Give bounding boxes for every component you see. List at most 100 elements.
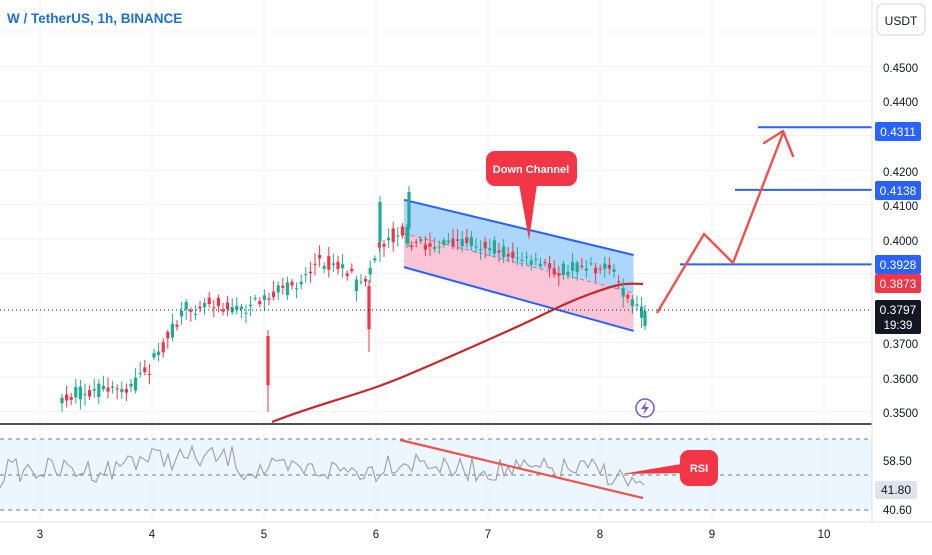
last-price-text: 0.3797 — [880, 303, 917, 317]
candle-body — [446, 240, 450, 243]
price-badge-target-low[interactable]: 0.3928 — [875, 255, 921, 274]
rsi-callout: RSI — [622, 450, 718, 486]
rsi-pane — [0, 438, 872, 511]
candle-body — [285, 282, 289, 296]
candle-body — [442, 240, 446, 245]
time-tick: 9 — [709, 529, 715, 541]
price-badge-text: 0.4311 — [880, 125, 916, 139]
candle-body — [69, 396, 73, 400]
time-tick: 8 — [597, 529, 603, 541]
projection — [655, 129, 795, 314]
price-tick: 0.4000 — [883, 236, 918, 248]
candle-body — [407, 192, 411, 229]
candle-body — [267, 298, 271, 300]
candle-body — [433, 246, 437, 249]
candle-body — [253, 297, 257, 299]
candle-body — [78, 386, 82, 400]
candle-body — [318, 255, 322, 259]
candle-body — [198, 306, 202, 309]
price-grid — [0, 0, 872, 522]
down-channel-callout: Down Channel — [486, 151, 577, 240]
candle-body — [143, 367, 147, 373]
candle-body — [423, 244, 427, 250]
candle-body — [322, 266, 326, 269]
time-tick: 10 — [818, 529, 831, 541]
candle-body — [635, 304, 639, 306]
candle-body — [617, 281, 621, 283]
candle-body — [483, 241, 487, 249]
countdown-text: 19:39 — [884, 320, 913, 332]
candle-body — [367, 286, 371, 330]
candle-body — [396, 235, 400, 237]
candle-body — [368, 267, 372, 275]
candle-body — [571, 262, 575, 271]
candle-body — [97, 383, 101, 398]
time-axis[interactable]: 3 4 5 6 7 8 9 10 — [37, 529, 831, 541]
candle-body — [147, 374, 151, 376]
rsi-current-badge[interactable]: 41.80 — [875, 481, 917, 499]
rsi-tick-lower: 40.60 — [883, 505, 912, 517]
price-badge-last[interactable]: 0.3797 19:39 — [875, 300, 921, 334]
candle-body — [451, 238, 455, 247]
candle-body — [249, 304, 253, 307]
ma-line — [271, 282, 644, 424]
candle-body — [378, 202, 382, 242]
candle-body — [607, 264, 611, 269]
candle-body — [129, 383, 133, 387]
candle-body — [603, 263, 607, 269]
candle-body — [382, 243, 386, 247]
candle-body — [630, 299, 634, 307]
candle-body — [566, 271, 570, 275]
candle-body — [111, 386, 115, 388]
candle-body — [299, 281, 303, 285]
price-tick: 0.4100 — [883, 201, 918, 213]
candle-body — [161, 342, 165, 353]
candle-body — [60, 397, 64, 404]
candle-body — [120, 389, 124, 393]
flash-icon[interactable] — [635, 398, 655, 418]
candle-body — [166, 331, 170, 339]
candle-body — [281, 285, 285, 288]
candle-body — [212, 307, 216, 309]
candle-body — [239, 306, 243, 310]
symbol-title[interactable]: W / TetherUS, 1h, BINANCE — [7, 11, 182, 26]
price-badge-target-mid[interactable]: 0.4138 — [875, 181, 921, 200]
currency-button[interactable]: USDT — [876, 3, 926, 36]
candle-body — [474, 246, 478, 248]
candle-body — [552, 268, 556, 275]
candle-body — [134, 377, 138, 391]
candle-body — [589, 263, 593, 265]
candle-body — [327, 256, 331, 270]
candle-body — [313, 263, 317, 265]
candle-body — [189, 309, 193, 312]
candle-body — [345, 273, 349, 276]
moving-average — [271, 282, 644, 424]
candle-body — [138, 372, 142, 374]
candle-body — [83, 394, 87, 396]
candle-body — [336, 261, 340, 270]
candle-body — [290, 281, 294, 286]
projection-path — [655, 132, 785, 314]
projection-arrowhead — [762, 129, 795, 158]
candle-body — [377, 242, 381, 248]
candle-body — [410, 245, 414, 248]
channel-lower-fill — [404, 233, 634, 331]
candle-body — [405, 227, 409, 244]
price-tick: 0.3500 — [883, 408, 918, 420]
candle-body — [502, 246, 506, 257]
candle-body — [538, 263, 542, 267]
time-tick: 6 — [373, 529, 379, 541]
candle-body — [373, 258, 377, 261]
candle-body — [506, 253, 510, 257]
candle-body — [304, 274, 308, 276]
candle-body — [575, 262, 579, 273]
candle-body — [391, 228, 395, 243]
price-badge-target-high[interactable]: 0.4311 — [875, 122, 921, 141]
candle-body — [170, 323, 174, 338]
candle-body — [106, 387, 110, 392]
candle-body — [258, 301, 262, 305]
price-badge-ma[interactable]: 0.3873 — [875, 274, 921, 293]
candle-body — [456, 239, 460, 241]
